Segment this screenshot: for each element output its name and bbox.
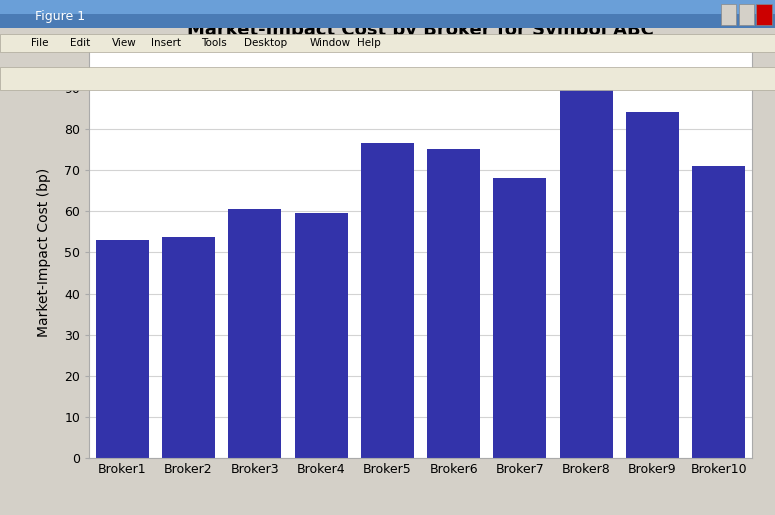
Y-axis label: Market-Impact Cost (bp): Market-Impact Cost (bp)	[36, 168, 50, 337]
Text: Edit: Edit	[70, 38, 90, 48]
Text: Figure 1: Figure 1	[35, 10, 85, 24]
Bar	[427, 149, 480, 458]
Bar	[692, 166, 745, 458]
Text: View: View	[112, 38, 137, 48]
Text: Insert: Insert	[151, 38, 181, 48]
Bar	[560, 75, 612, 458]
Text: Tools: Tools	[202, 38, 227, 48]
Text: Help: Help	[356, 38, 381, 48]
Bar	[361, 143, 414, 458]
Bar	[626, 112, 679, 458]
Text: Desktop: Desktop	[244, 38, 288, 48]
Bar	[494, 178, 546, 458]
Bar	[294, 213, 347, 458]
Bar	[229, 209, 281, 458]
Title: Market-Impact Cost by Broker for Symbol ABC: Market-Impact Cost by Broker for Symbol …	[187, 21, 654, 39]
Text: File: File	[31, 38, 49, 48]
Text: Window: Window	[310, 38, 351, 48]
Bar	[162, 237, 215, 458]
Bar	[96, 240, 149, 458]
